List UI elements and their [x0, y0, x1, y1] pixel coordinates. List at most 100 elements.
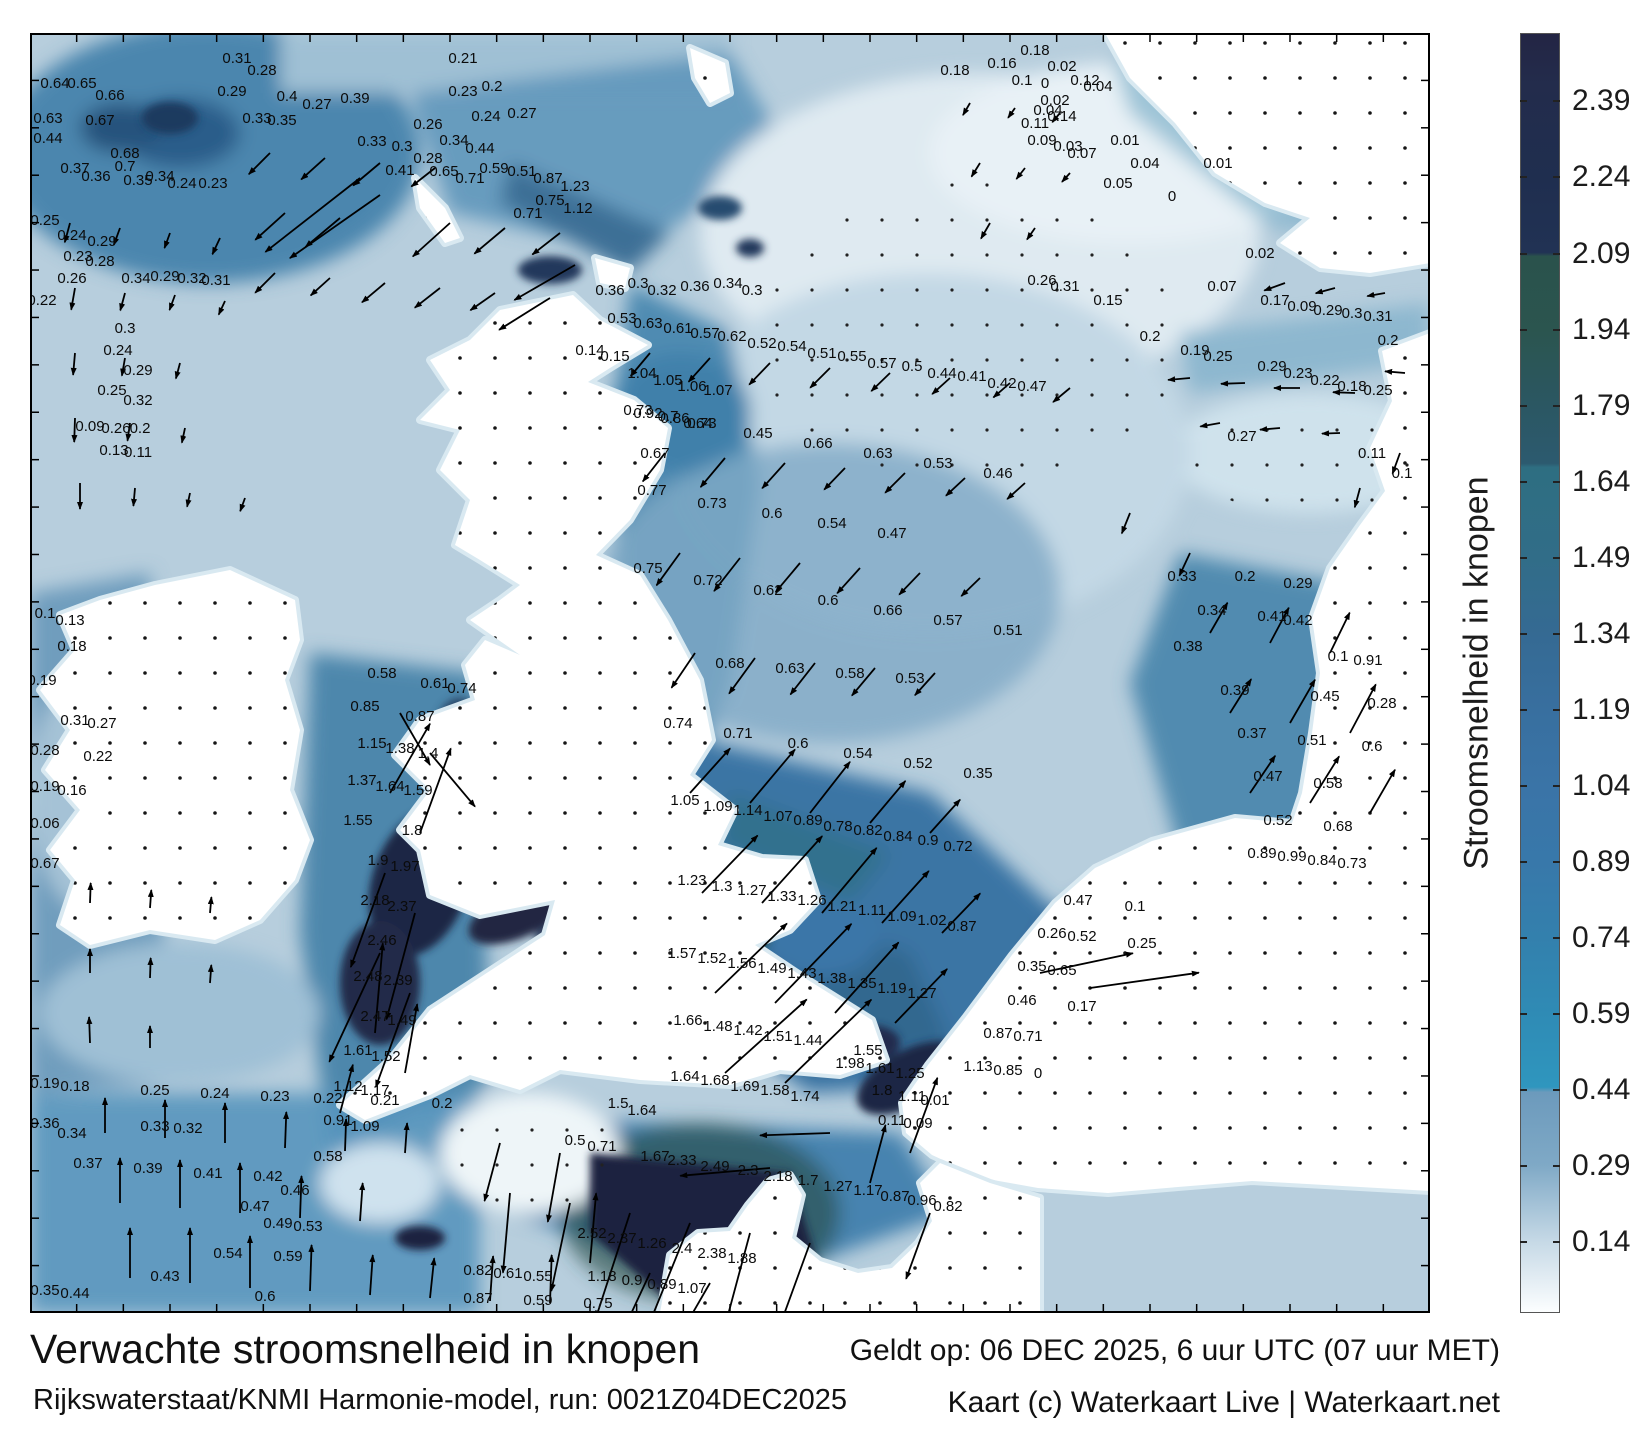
speed-label: 0.07: [1067, 145, 1096, 162]
speed-label: 0.54: [843, 745, 872, 762]
speed-label: 0.21: [448, 50, 477, 67]
speed-label: 0.66: [873, 602, 902, 619]
speed-label: 0: [1034, 1065, 1042, 1082]
figure-subtitle: Rijkswaterstaat/KNMI Harmonie-model, run…: [33, 1384, 847, 1416]
colorbar-tick-mark: [1553, 252, 1560, 255]
speed-label: 0.46: [983, 465, 1012, 482]
speed-label: 0.18: [60, 1078, 89, 1095]
land-france: [656, 1159, 1044, 1313]
speed-label: 0.6: [1362, 738, 1383, 755]
speed-label: 0.41: [957, 368, 986, 385]
speed-label: 1.49: [387, 1012, 416, 1029]
speed-label: 0.15: [600, 348, 629, 365]
current-arrow: [359, 1182, 366, 1222]
speed-label: 0.47: [1017, 378, 1046, 395]
map-frame: [30, 33, 1430, 1313]
speed-label: 0.63: [775, 660, 804, 677]
speed-label: 2.18: [360, 892, 389, 909]
speed-label: 0.41: [385, 162, 414, 179]
speed-label: 0.24: [471, 108, 500, 125]
speed-label: 0.37: [60, 160, 89, 177]
speed-label: 1.68: [700, 1072, 729, 1089]
colorbar-tick-label: 2.24: [1572, 160, 1631, 194]
speed-label: 0.29: [1283, 575, 1312, 592]
current-arrow: [1089, 970, 1200, 989]
speed-label: 0.2: [432, 1095, 453, 1112]
current-arrow: [1309, 755, 1340, 804]
speed-label: 0.27: [302, 96, 331, 113]
speed-label: 0.87: [533, 170, 562, 187]
colorbar-axis-label: Stroomsnelheid in knopen: [1457, 476, 1496, 870]
speed-label: 0.51: [807, 345, 836, 362]
current-arrow: [761, 835, 823, 904]
current-arrow: [783, 1242, 811, 1313]
current-arrow: [714, 922, 788, 994]
current-arrow: [1178, 552, 1191, 577]
speed-label: 0.4: [277, 88, 298, 105]
speed-label: 1.61: [865, 1060, 894, 1077]
current-arrow: [809, 761, 851, 814]
speed-label: 0.52: [1263, 812, 1292, 829]
current-arrow: [546, 1152, 561, 1223]
speed-label: 0.09: [1027, 132, 1056, 149]
current-arrow: [1039, 951, 1134, 974]
speed-label: 0.46: [1007, 992, 1036, 1009]
colorbar-tick-mark: [1553, 708, 1560, 711]
speed-label: 1.38: [385, 740, 414, 757]
colorbar-tick-mark: [1520, 1164, 1527, 1167]
speed-label: 0.35: [123, 172, 152, 189]
speed-label: 1.52: [371, 1048, 400, 1065]
colorbar-tick-mark: [1520, 404, 1527, 407]
current-arrow: [410, 167, 436, 188]
speed-label: 0.59: [479, 160, 508, 177]
current-arrow: [1366, 291, 1386, 298]
current-arrow: [369, 1254, 376, 1296]
speed-label: 0.29: [87, 233, 116, 250]
speed-label: 0.41: [1257, 608, 1286, 625]
speed-label: 1.44: [793, 1032, 822, 1049]
current-arrow: [168, 294, 176, 311]
colorbar-tick-mark: [1553, 860, 1560, 863]
current-arrow: [655, 552, 681, 587]
speed-label: 0.38: [1173, 638, 1202, 655]
speed-label: 1.8: [872, 1082, 893, 1099]
speed-label: 0.75: [633, 560, 662, 577]
speed-label: 0.5: [902, 358, 923, 375]
speed-label: 0.75: [535, 192, 564, 209]
speed-label: 0.23: [198, 175, 227, 192]
current-arrow: [834, 941, 900, 1014]
current-arrow: [489, 1255, 496, 1302]
speed-label: 1.42: [733, 1022, 762, 1039]
current-arrow: [884, 472, 906, 494]
speed-label: 0.35: [963, 765, 992, 782]
speed-label: 0.34: [1197, 602, 1226, 619]
current-arrow: [120, 357, 127, 377]
current-arrow: [70, 352, 77, 376]
speed-label: 0.47: [1063, 892, 1092, 909]
current-arrow: [727, 1232, 751, 1313]
speed-label: 0.77: [637, 482, 666, 499]
speed-label: 0.36: [81, 168, 110, 185]
colorbar-tick-label: 0.74: [1572, 920, 1631, 954]
current-arrow: [483, 1142, 501, 1202]
speed-label: 0.25: [30, 212, 59, 229]
speed-label: 0.72: [943, 838, 972, 855]
speed-label: 0.67: [30, 855, 59, 872]
speed-label: 1.11: [898, 1088, 926, 1105]
current-arrow: [642, 452, 666, 483]
speed-label: 0.36: [680, 278, 709, 295]
speed-label: 0.26: [57, 270, 86, 287]
speed-label: 0.66: [95, 87, 124, 104]
land-outer-hebrides: [411, 174, 464, 247]
speed-label: 0.03: [1053, 138, 1082, 155]
speed-label: 0.32: [647, 282, 676, 299]
speed-label: 1.19: [877, 980, 906, 997]
speed-label: 0.82: [853, 822, 882, 839]
colorbar-tick-mark: [1520, 1088, 1527, 1091]
speed-label: 1.5: [608, 1095, 629, 1112]
current-arrow: [147, 889, 154, 909]
current-arrow: [207, 964, 214, 984]
current-arrow: [217, 300, 226, 316]
current-arrow: [87, 882, 94, 904]
